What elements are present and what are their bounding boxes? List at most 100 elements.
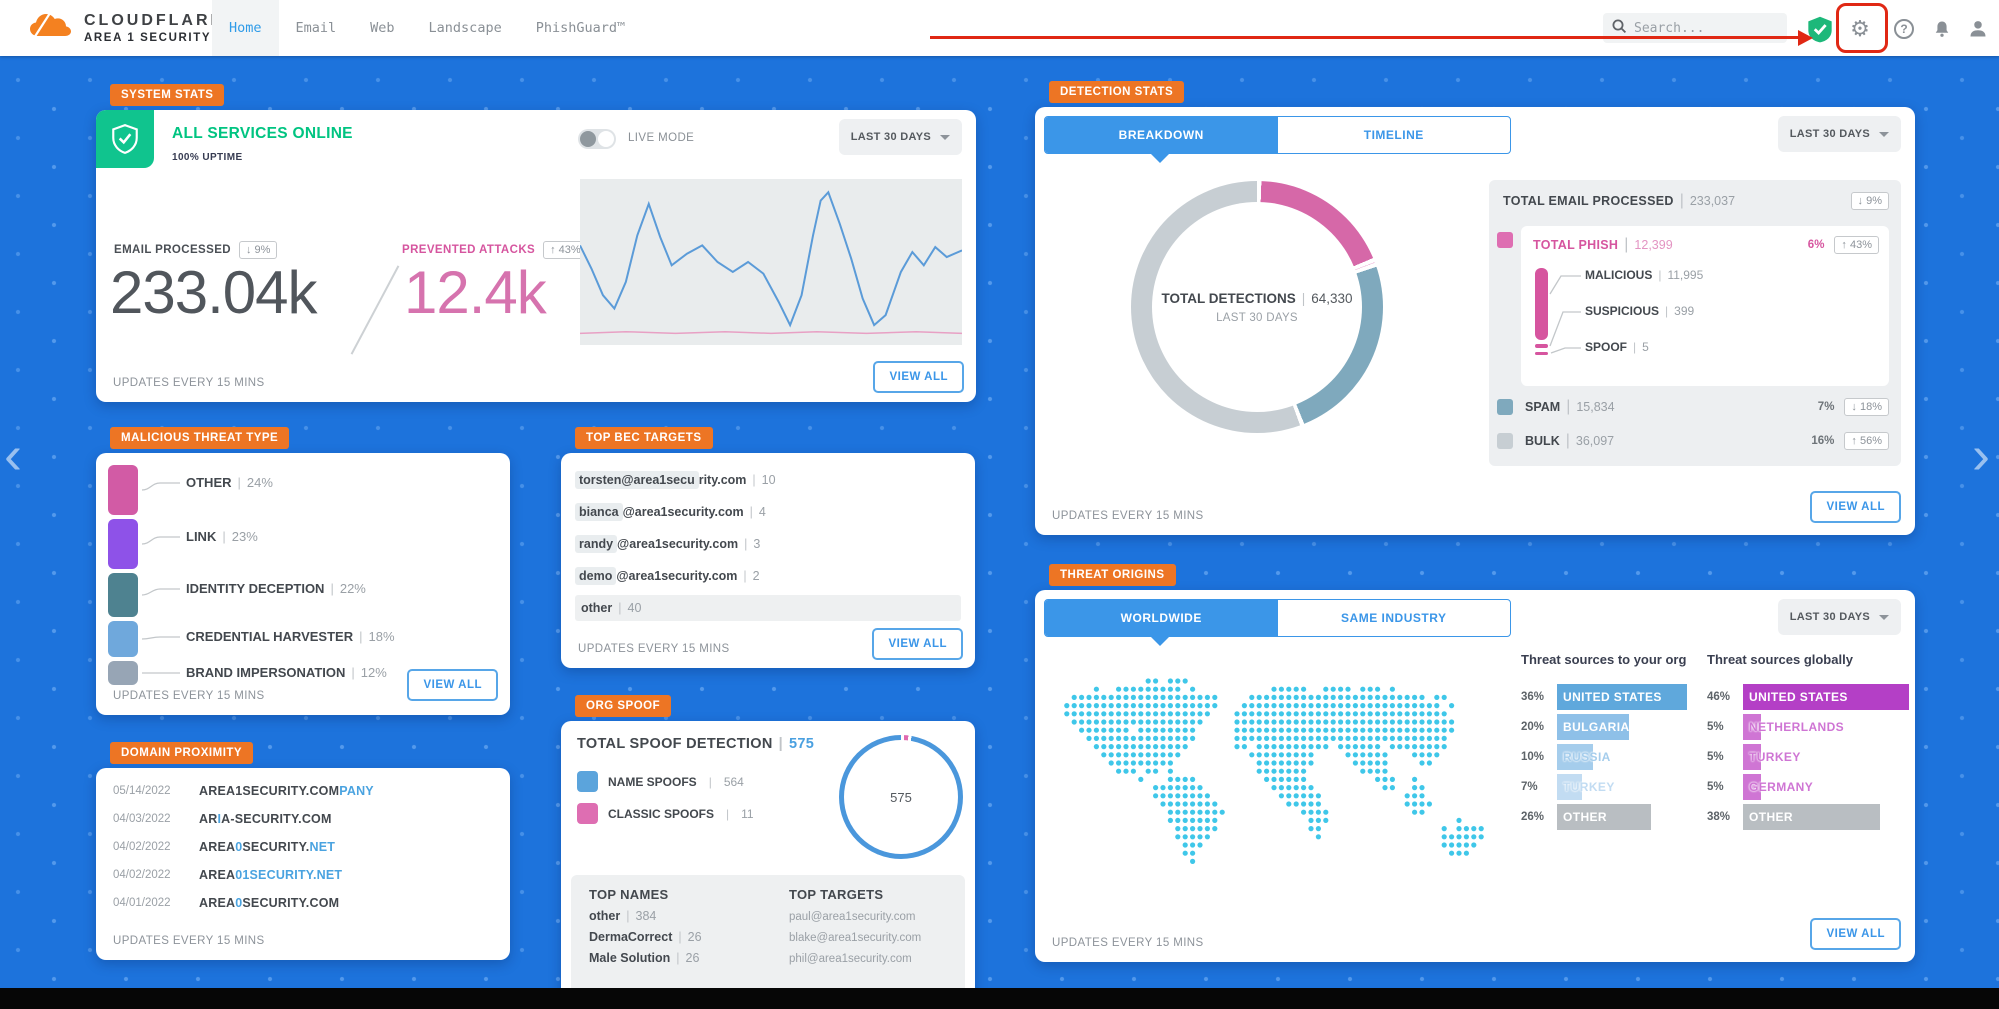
top-bec-targets-card: TOP BEC TARGETS torsten@area1secu rity.co… <box>561 427 975 668</box>
swatch-other <box>108 465 138 515</box>
origin-bar-row: 5% NETHERLANDS <box>1707 714 1844 740</box>
view-all-button[interactable]: VIEW ALL <box>872 628 963 660</box>
total-phish-subcard: TOTAL PHISH | 12,399 6% ↑ 43% MALICIOUS |… <box>1521 226 1889 386</box>
orgspoof-donut-ring: 575 <box>839 735 963 859</box>
spam-delta-badge: ↓ 18% <box>1844 398 1889 416</box>
phish-swatch <box>1497 232 1513 248</box>
phish-delta-badge: ↑ 43% <box>1834 236 1879 254</box>
carousel-next-icon[interactable]: › <box>1972 425 1990 485</box>
annotation-arrow-head <box>1798 30 1813 46</box>
org-sources-header: Threat sources to your org <box>1521 652 1687 667</box>
top-names-header: TOP NAMES <box>589 887 669 902</box>
swatch-identity-deception <box>108 573 138 617</box>
nav-item-email[interactable]: Email <box>295 20 337 36</box>
updates-text: UPDATES EVERY 15 MINS <box>113 935 265 947</box>
live-mode-toggle[interactable] <box>578 129 616 149</box>
updates-text: UPDATES EVERY 15 MINS <box>1052 937 1204 949</box>
top-bec-targets-tag: TOP BEC TARGETS <box>575 427 713 449</box>
domain-row: 04/03/2022 ARIA-SECURITY.COM <box>113 812 332 826</box>
search-input[interactable] <box>1634 20 1764 36</box>
origin-bar-row: 10% RUSSIA <box>1521 744 1610 770</box>
updates-text: UPDATES EVERY 15 MINS <box>578 643 730 655</box>
system-stats-card: SYSTEM STATS ALL SERVICES ONLINE 100% UP… <box>96 84 976 402</box>
sparkline-blue <box>580 192 962 325</box>
global-sources-header: Threat sources globally <box>1707 652 1853 667</box>
nav-item-home[interactable]: Home <box>212 0 279 56</box>
nav-items: Home Email Web Landscape PhishGuard™ <box>212 0 642 56</box>
world-map <box>1064 678 1484 864</box>
name-spoofs-swatch <box>577 771 598 792</box>
nav-item-phishguard[interactable]: PhishGuard™ <box>535 20 626 36</box>
threat-origins-tag: THREAT ORIGINS <box>1049 564 1176 586</box>
origin-bar-row: 38% OTHER <box>1707 804 1880 830</box>
org-spoof-tag: ORG SPOOF <box>575 695 672 717</box>
legend-row: NAME SPOOFS | 564 <box>577 771 744 792</box>
prevented-attacks-value: 12.4k <box>404 259 547 326</box>
phish-child-row: SUSPICIOUS | 399 <box>1585 304 1695 318</box>
view-all-button[interactable]: VIEW ALL <box>873 361 964 393</box>
settings-gear-icon[interactable]: ⚙ <box>1850 16 1870 42</box>
status-shield-icon[interactable] <box>1806 15 1834 43</box>
help-icon[interactable]: ? <box>1892 17 1916 41</box>
tab-breakdown[interactable]: BREAKDOWN <box>1045 117 1278 153</box>
legend-row: LINK | 23% <box>186 529 258 544</box>
origin-bar-row: 26% OTHER <box>1521 804 1651 830</box>
tab-timeline[interactable]: TIMELINE <box>1363 128 1424 142</box>
brand-text: CLOUDFLARE AREA 1 SECURITY <box>84 12 224 44</box>
phish-connectors <box>1549 275 1581 354</box>
user-avatar-icon[interactable] <box>1966 17 1990 41</box>
active-tab-notch <box>1151 154 1169 163</box>
divider-slash <box>350 265 400 355</box>
top-name-row: Male Solution | 26 <box>589 951 700 965</box>
nav-item-web[interactable]: Web <box>370 20 395 36</box>
annotation-arrow-line <box>930 36 1800 39</box>
domain-row: 05/14/2022 AREA1SECURITY.COMPANY <box>113 784 374 798</box>
nav-item-landscape[interactable]: Landscape <box>428 20 502 36</box>
brand-logo[interactable]: CLOUDFLARE AREA 1 SECURITY <box>26 8 224 47</box>
bec-row: bianca @area1security.com | 4 <box>575 499 961 525</box>
top-name-row: other | 384 <box>589 909 657 923</box>
top-targets-header: TOP TARGETS <box>789 887 884 902</box>
chevron-down-icon <box>940 134 950 140</box>
legend-row: CLASSIC SPOOFS | 11 <box>577 803 754 824</box>
uptime-text: 100% UPTIME <box>172 152 243 163</box>
chevron-down-icon <box>1879 131 1889 137</box>
domain-row: 04/02/2022 AREA01SECURITY.NET <box>113 868 343 882</box>
brand-line1: CLOUDFLARE <box>84 11 225 29</box>
phish-child-row: SPOOF | 5 <box>1585 340 1649 354</box>
total-spoof-title: TOTAL SPOOF DETECTION | 575 <box>577 736 815 752</box>
swatch-link <box>108 519 138 569</box>
live-mode-label: LIVE MODE <box>628 132 695 144</box>
legend-row: OTHER | 24% <box>186 475 273 490</box>
updates-text: UPDATES EVERY 15 MINS <box>1052 510 1204 522</box>
bulk-delta-badge: ↑ 56% <box>1844 432 1889 450</box>
carousel-prev-icon[interactable]: ‹ <box>4 425 22 485</box>
swatch-brand-impersonation <box>108 661 138 685</box>
email-processed-label: EMAIL PROCESSED <box>114 244 231 256</box>
legend-row: BRAND IMPERSONATION | 12% <box>186 665 387 680</box>
malicious-threat-type-card: MALICIOUS THREAT TYPE OTHER | 24% LINK | 23%… <box>96 427 510 715</box>
annotation-highlight-box <box>1836 3 1888 53</box>
tab-same-industry[interactable]: SAME INDUSTRY <box>1341 611 1447 625</box>
view-all-button[interactable]: VIEW ALL <box>1810 918 1901 950</box>
spam-swatch <box>1497 399 1513 415</box>
swatch-credential-harvester <box>108 621 138 657</box>
email-processed-delta-badge: ↓ 9% <box>238 241 278 259</box>
status-shield-tile <box>96 110 154 168</box>
range-dropdown[interactable]: LAST 30 DAYS <box>1777 116 1901 152</box>
notifications-bell-icon[interactable] <box>1930 17 1954 41</box>
range-dropdown[interactable]: LAST 30 DAYS <box>1777 599 1901 635</box>
cloudflare-cloud-icon <box>26 8 76 47</box>
brand-line2: AREA 1 SECURITY <box>84 31 212 44</box>
view-all-button[interactable]: VIEW ALL <box>1810 491 1901 523</box>
phish-child-row: MALICIOUS | 11,995 <box>1585 268 1704 282</box>
total-email-delta-badge: ↓ 9% <box>1850 192 1889 210</box>
origin-bar-row: 46% UNITED STATES <box>1707 684 1909 710</box>
range-dropdown[interactable]: LAST 30 DAYS <box>838 119 962 155</box>
view-all-button[interactable]: VIEW ALL <box>407 669 498 701</box>
chevron-down-icon <box>1879 614 1889 620</box>
breakdown-panel: TOTAL EMAIL PROCESSED | 233,037 ↓ 9% TOT… <box>1489 180 1901 466</box>
top-target-row: phil@area1security.com <box>789 953 912 965</box>
tab-worldwide[interactable]: WORLDWIDE <box>1045 600 1278 636</box>
